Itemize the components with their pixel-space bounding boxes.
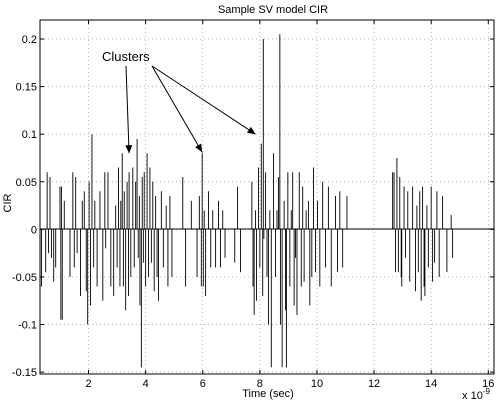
x-tick-label: 16: [482, 378, 494, 390]
y-tick-label: 0: [31, 224, 37, 236]
x-axis-multiplier-base: x 10: [462, 390, 483, 402]
annotation: Clusters: [102, 49, 256, 154]
x-tick-label: 6: [200, 378, 206, 390]
y-tick-label: -0.1: [18, 320, 37, 332]
annotation-arrow-line: [151, 65, 256, 135]
plot-frame: [39, 19, 495, 375]
x-tick-label: 12: [368, 378, 380, 390]
y-tick-label: 0.05: [16, 177, 37, 189]
annotation-arrow-line: [125, 65, 130, 154]
y-axis-label: CIR: [2, 193, 14, 212]
annotation-arrowhead: [195, 143, 203, 153]
y-tick-label: -0.05: [12, 272, 37, 284]
annotation-clusters-label: Clusters: [102, 49, 150, 64]
x-tick-label: 2: [85, 378, 91, 390]
stems: [40, 34, 454, 368]
x-tick-label: 4: [143, 378, 149, 390]
y-tick-labels: -0.15 -0.1 -0.05 0 0.05 0.1 0.15 0.2: [12, 34, 37, 379]
x-axis-label: Time (sec): [242, 388, 294, 400]
annotation-arrow-line: [151, 65, 203, 153]
y-tick-label: 0.2: [22, 34, 37, 46]
x-axis-multiplier-exponent: -9: [483, 387, 491, 396]
y-tick-label: -0.15: [12, 367, 37, 379]
annotation-arrows: [125, 65, 256, 154]
axis-ticks: [40, 20, 494, 374]
x-tick-label: 10: [311, 378, 323, 390]
chart-title: Sample SV model CIR: [218, 4, 328, 16]
x-axis-multiplier: x 10-9: [462, 387, 490, 402]
x-tick-label: 14: [425, 378, 437, 390]
y-tick-label: 0.1: [22, 129, 37, 141]
x-tick-labels: 2 4 6 8 10 12 14 16: [85, 378, 494, 390]
x-tick-label: 8: [257, 378, 263, 390]
plot-area: [39, 19, 495, 375]
annotation-arrowhead: [125, 145, 133, 154]
y-tick-label: 0.15: [16, 82, 37, 94]
annotation-arrowhead: [246, 126, 256, 135]
